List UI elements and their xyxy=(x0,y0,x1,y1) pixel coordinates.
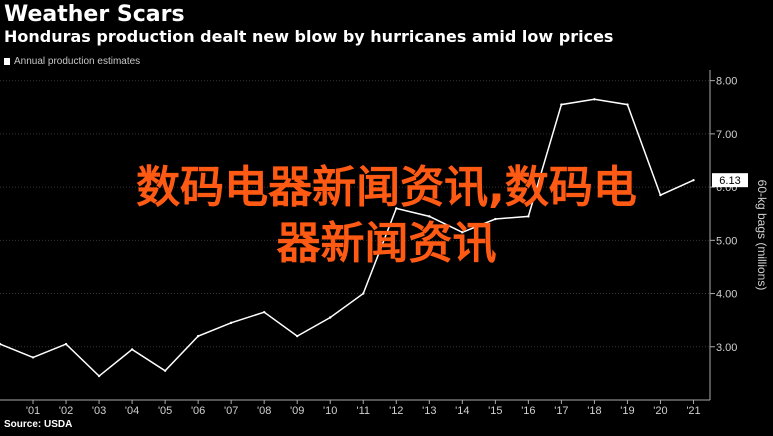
x-tick-label: '18 xyxy=(587,405,601,417)
legend: Annual production estimates xyxy=(4,56,140,67)
y-tick-label: 4.00 xyxy=(716,289,737,301)
data-point xyxy=(593,98,596,101)
data-point xyxy=(329,316,332,319)
x-tick-label: '13 xyxy=(422,405,436,417)
data-point xyxy=(461,231,464,234)
x-tick-label: '03 xyxy=(92,405,106,417)
x-tick-label: '10 xyxy=(323,405,337,417)
overlay-line-1: 数码电器新闻资讯,数码电 xyxy=(136,162,637,213)
x-tick-label: '05 xyxy=(158,405,172,417)
data-point xyxy=(229,321,233,325)
data-point xyxy=(560,103,563,106)
x-tick-label: '14 xyxy=(455,405,469,417)
source-note: Source: USDA xyxy=(4,419,73,430)
data-point xyxy=(395,207,398,210)
data-point xyxy=(362,292,365,295)
x-tick-label: '06 xyxy=(191,405,205,417)
data-point xyxy=(163,369,167,372)
data-point xyxy=(494,217,497,221)
chart-subtitle: Honduras production dealt new blow by hu… xyxy=(4,27,614,46)
y-tick-label: 5.00 xyxy=(716,235,737,247)
data-point xyxy=(296,334,299,338)
y-tick-label: 8.00 xyxy=(716,76,737,88)
last-value-box xyxy=(712,173,748,188)
x-tick-label: '01 xyxy=(26,405,40,417)
legend-label: Annual production estimates xyxy=(14,56,141,67)
data-point xyxy=(64,342,68,346)
data-point xyxy=(130,348,134,351)
data-point xyxy=(97,374,101,378)
data-point xyxy=(31,356,35,359)
y-tick-label: 3.00 xyxy=(716,342,737,354)
x-tick-label: '02 xyxy=(59,405,73,417)
x-tick-label: '17 xyxy=(554,405,568,417)
x-tick-label: '21 xyxy=(686,405,700,417)
data-point xyxy=(626,103,629,106)
data-point xyxy=(527,215,530,218)
data-point xyxy=(692,178,695,182)
x-tick-label: '11 xyxy=(356,405,370,417)
x-tick-label: '08 xyxy=(257,405,271,417)
y-axis-title: 60-kg bags (millions) xyxy=(755,180,769,291)
x-tick-label: '04 xyxy=(125,405,139,417)
chart-title: Weather Scars xyxy=(4,2,185,27)
data-point xyxy=(0,342,2,346)
y-tick-label: 7.00 xyxy=(716,129,737,141)
overlay-line-2: 器新闻资讯 xyxy=(276,218,497,269)
data-point xyxy=(659,193,662,197)
x-tick-label: '19 xyxy=(620,405,634,417)
x-tick-label: '15 xyxy=(488,405,502,417)
x-tick-label: '09 xyxy=(290,405,304,417)
last-value-label: 6.13 xyxy=(719,175,740,187)
data-point xyxy=(262,310,266,314)
data-point xyxy=(428,215,431,218)
series-line xyxy=(0,98,694,378)
legend-swatch xyxy=(4,58,10,65)
x-tick-label: '07 xyxy=(224,405,238,417)
x-tick-label: '16 xyxy=(521,405,535,417)
watermark-overlay-text: 数码电器新闻资讯,数码电 器新闻资讯 xyxy=(0,160,773,272)
x-tick-label: '20 xyxy=(653,405,667,417)
x-tick-label: '12 xyxy=(389,405,403,417)
data-point xyxy=(196,334,200,338)
